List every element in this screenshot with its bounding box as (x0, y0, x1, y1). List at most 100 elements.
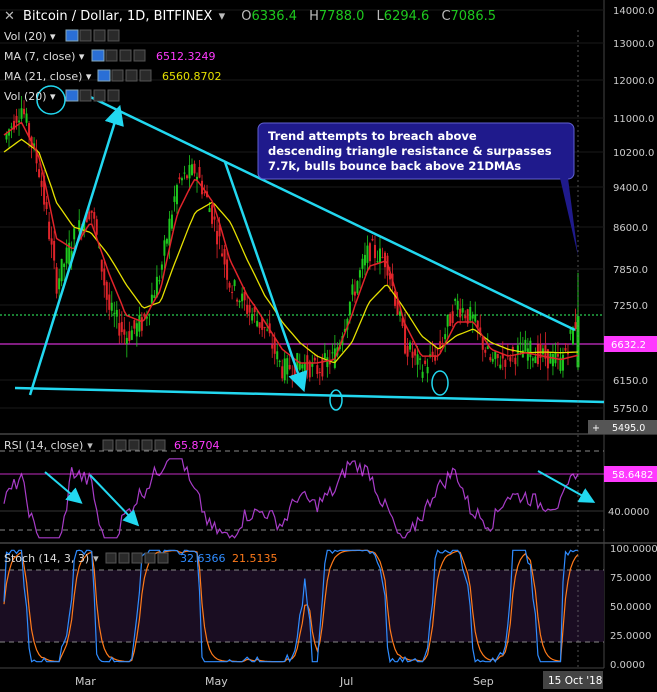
candle-body (346, 318, 349, 330)
candle-body (118, 323, 121, 336)
candle-body (173, 196, 176, 202)
legend-control-icon (119, 49, 132, 62)
legend-control-icon (125, 69, 138, 82)
legend-control-icon (139, 69, 152, 82)
candle-body (65, 247, 68, 264)
candle-body (516, 345, 519, 354)
header: ✕ Bitcoin / Dollar, 1D, BITFINEX ▾ O6336… (4, 9, 496, 24)
candle-body (291, 374, 294, 377)
stoch-legend[interactable]: Stoch (14, 3, 3) ▾ 32.6366 21.5135 (4, 552, 278, 565)
candle-body (301, 364, 304, 369)
candle-body (5, 132, 8, 140)
svg-text:+: + (592, 423, 600, 434)
candle-body (168, 218, 171, 246)
svg-text:✕ Bitcoin / Dollar, 1D,: ✕ Bitcoin / Dollar, 1D, BITFINEX ▾ O6336… (4, 9, 496, 24)
downswing-arrow[interactable] (223, 161, 308, 393)
svg-text:58.6482: 58.6482 (612, 470, 653, 481)
indicator-legend[interactable]: Vol (20) ▾ MA (7, close) ▾ 6512.3249 MA (21… (4, 29, 222, 103)
candle-body (439, 341, 442, 348)
triangle-support-line[interactable] (14, 386, 605, 404)
price-tick-label: 11000.0 (613, 114, 654, 125)
candle-body (261, 317, 264, 330)
price-tick-label: 7850.0 (613, 265, 648, 276)
candle-body (123, 329, 126, 335)
candle-body (321, 357, 324, 377)
legend-value: 6560.8702 (162, 70, 222, 83)
candle-body (48, 221, 51, 240)
rsi-arrow-2[interactable] (89, 474, 140, 527)
candle-body (496, 354, 499, 359)
candle-body (434, 355, 437, 361)
legend-control-icon (93, 89, 106, 102)
candle-body (175, 185, 178, 205)
price-tick-label: 6150.0 (613, 376, 648, 387)
candle-body (526, 348, 529, 361)
candle-body (308, 361, 311, 378)
legend-control-icon (107, 29, 120, 42)
svg-text:5495.0: 5495.0 (612, 423, 645, 434)
candle-body (276, 351, 279, 360)
svg-text:RSI (14, close)▾: RSI (14, close) ▾ (4, 439, 93, 452)
svg-text:Stoch (14, 3, 3)▾: Stoch (14, 3, 3) ▾ (4, 552, 99, 565)
candle-body (221, 253, 224, 257)
candle-body (70, 251, 73, 261)
candle-body (401, 318, 404, 327)
candle-body (88, 211, 91, 220)
candle-body (288, 364, 291, 370)
rsi-arrow-3[interactable] (537, 470, 596, 503)
candle-body (356, 281, 359, 294)
candle-body (316, 365, 319, 374)
price-axis[interactable]: 14000.0 13000.0 12000.0 11000.0 10200.0 9400.… (613, 6, 654, 415)
price-tick-label: 5750.0 (613, 404, 648, 415)
stoch-tick-label: 100.0000 (610, 544, 657, 555)
high-value: 7788.0 (319, 9, 365, 24)
rsi-arrow-1[interactable] (44, 471, 83, 504)
candle-body (258, 322, 261, 328)
candle-body (8, 129, 11, 136)
trendlines (14, 85, 605, 411)
candle-body (108, 294, 111, 310)
candle-body (436, 349, 439, 351)
candle-body (196, 176, 199, 180)
candle-body (213, 216, 216, 220)
top-circle-marker (36, 85, 66, 115)
rsi-legend[interactable]: RSI (14, close) ▾ 65.8704 (4, 439, 220, 452)
candle-body (311, 362, 314, 367)
legend-control-icon (93, 29, 106, 42)
candle-body (394, 290, 397, 306)
stoch-tick-label: 0.0000 (610, 660, 645, 671)
candle-body (18, 120, 21, 123)
candle-body (53, 240, 56, 261)
legend-label: MA (21, close) ▾ (4, 70, 92, 83)
current-date-tag (543, 671, 603, 689)
candle-body (266, 329, 269, 331)
rsi-pane[interactable] (0, 437, 604, 541)
candle-body (531, 358, 534, 361)
candle-body (293, 362, 296, 376)
stoch-tick-label: 50.0000 (610, 602, 651, 613)
candle-body (241, 293, 244, 302)
candle-body (479, 327, 482, 333)
candle-body (113, 312, 116, 314)
candle-body (125, 337, 128, 344)
close-value: 7086.5 (451, 9, 497, 24)
candle-body (343, 328, 346, 333)
candle-body (561, 354, 564, 371)
annotation-callout[interactable]: Trend attempts to breach above descending… (257, 122, 578, 256)
stoch-axis[interactable]: 100.0000 75.0000 50.0000 25.0000 0.0000 (610, 544, 657, 671)
low-price-tag: + 5495.0 (588, 420, 657, 434)
candle-body (368, 243, 371, 262)
upswing-arrow[interactable] (28, 104, 124, 396)
candle-body (511, 346, 514, 353)
symbol-title: Bitcoin / Dollar, 1D, BITFINEX (23, 9, 212, 24)
candle-body (286, 358, 289, 375)
legend-control-icon (105, 49, 118, 62)
candle-body (95, 219, 98, 235)
candle-body (73, 228, 76, 240)
candle-body (271, 344, 274, 349)
candle-body (348, 301, 351, 315)
candle-body (574, 322, 577, 330)
descending-resistance-line[interactable] (79, 90, 576, 332)
candle-body (326, 357, 329, 368)
candle-body (163, 240, 166, 256)
